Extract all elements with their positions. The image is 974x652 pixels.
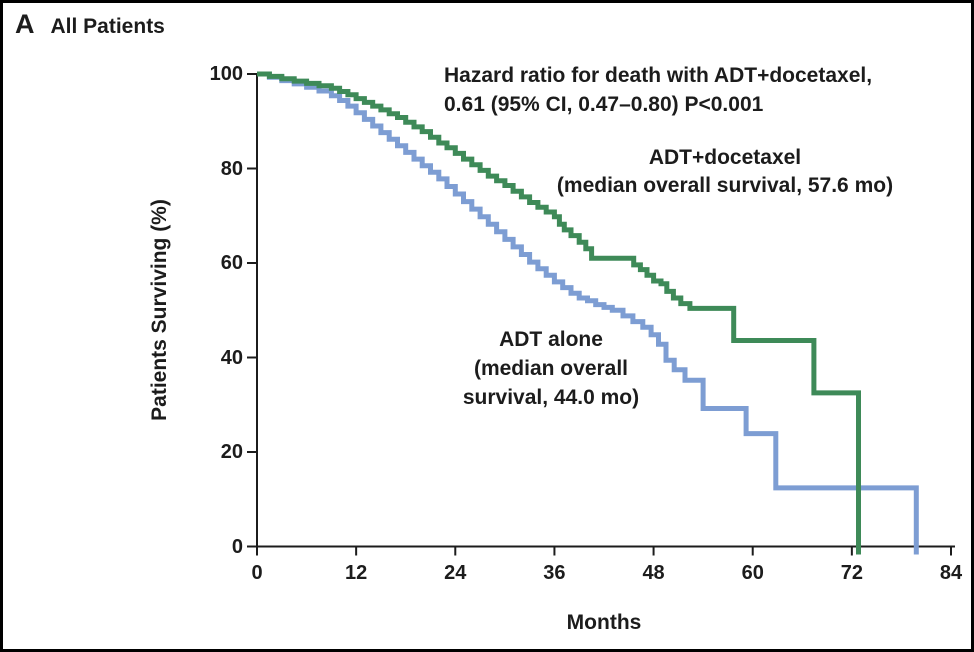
adt-alone-label-median-2: survival, 44.0 mo) — [462, 386, 640, 409]
panel-letter: A — [15, 9, 35, 39]
y-axis-title: Patients Surviving (%) — [148, 199, 171, 421]
curve-adt-alone — [257, 71, 919, 555]
x-axis-title: Months — [566, 611, 642, 634]
x-tick-label-72: 72 — [840, 561, 863, 584]
adt-alone-label-name: ADT alone — [499, 328, 603, 351]
adt-docetaxel-label-name: ADT+docetaxel — [648, 146, 802, 169]
y-tick-label-20: 20 — [220, 441, 243, 463]
survival-chart — [247, 71, 955, 556]
adt-docetaxel-label-median: (median overall survival, 57.6 mo) — [556, 174, 894, 197]
hazard-ratio-line1: Hazard ratio for death with ADT+docetaxe… — [444, 64, 873, 87]
adt-alone-label-median-1: (median overall — [473, 357, 629, 380]
x-tick-label-12: 12 — [345, 561, 368, 584]
y-tick-label-0: 0 — [231, 535, 243, 558]
x-tick-label-24: 24 — [444, 561, 467, 584]
y-tick-label-40: 40 — [220, 346, 243, 369]
y-tick-label-80: 80 — [220, 157, 243, 180]
x-tick-label-36: 36 — [543, 561, 566, 584]
hazard-ratio-annotation: Hazard ratio for death with ADT+docetaxe… — [444, 61, 872, 119]
x-tick-label-84: 84 — [939, 561, 963, 584]
y-tick-label-100: 100 — [209, 63, 243, 85]
survival-curves — [257, 71, 919, 555]
x-tick-label-60: 60 — [741, 561, 764, 584]
hazard-ratio-line2: 0.61 (95% CI, 0.47–0.80) P<0.001 — [444, 93, 764, 116]
adt-docetaxel-curve-label: ADT+docetaxel (median overall survival, … — [557, 144, 893, 200]
axes — [247, 73, 955, 556]
y-tick-label-60: 60 — [220, 252, 243, 274]
x-tick-label-48: 48 — [642, 561, 665, 584]
x-tick-label-0: 0 — [251, 561, 263, 584]
panel-header: A All Patients — [15, 9, 165, 40]
adt-alone-curve-label: ADT alone (median overall survival, 44.0… — [463, 325, 639, 412]
curve-adt-docetaxel — [257, 71, 861, 555]
panel-title: All Patients — [50, 15, 165, 38]
